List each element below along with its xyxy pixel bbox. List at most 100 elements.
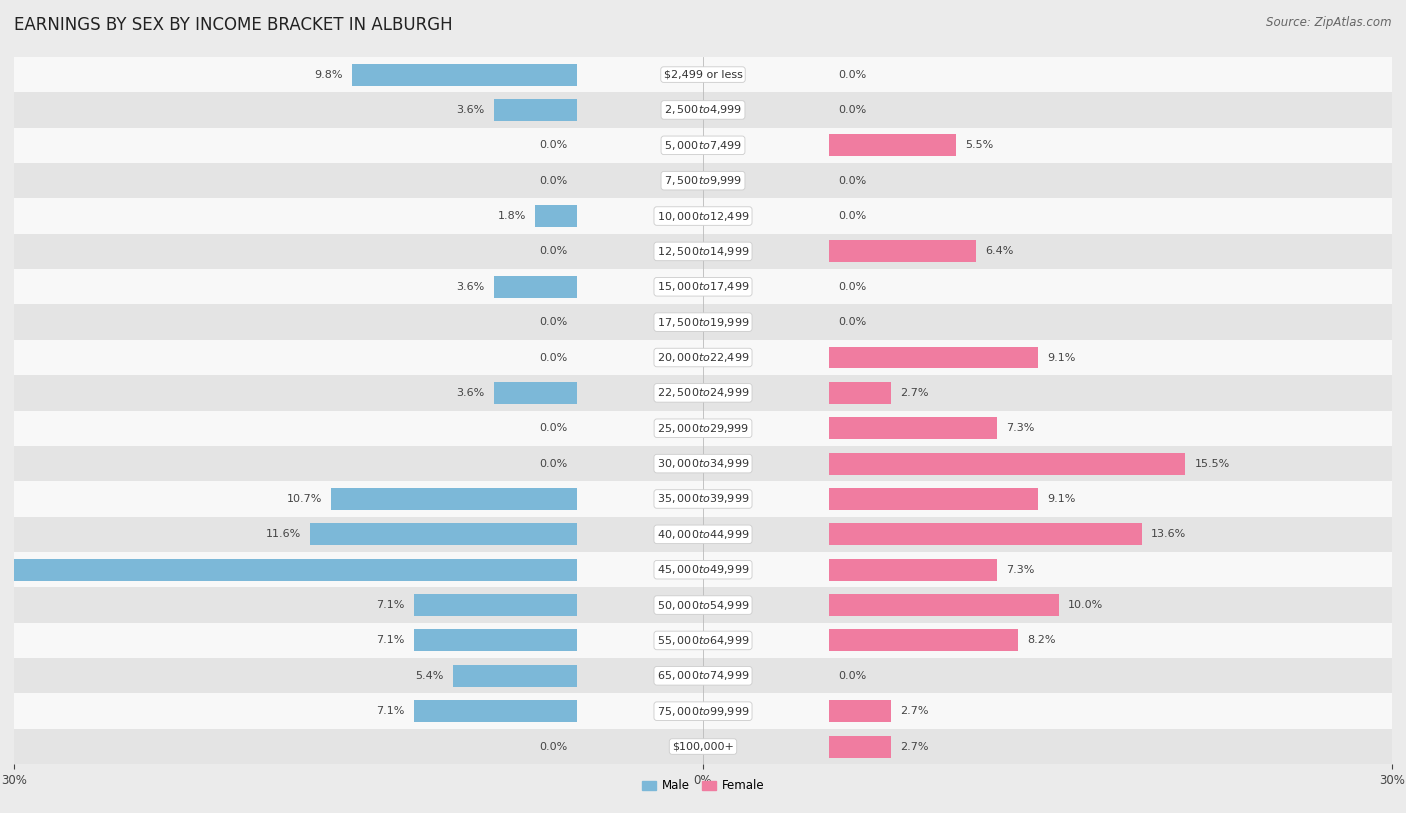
- Text: 8.2%: 8.2%: [1026, 636, 1056, 646]
- Text: $12,500 to $14,999: $12,500 to $14,999: [657, 245, 749, 258]
- Text: $5,000 to $7,499: $5,000 to $7,499: [664, 139, 742, 152]
- Text: $45,000 to $49,999: $45,000 to $49,999: [657, 563, 749, 576]
- Bar: [14, 411, 1392, 446]
- Text: $20,000 to $22,499: $20,000 to $22,499: [657, 351, 749, 364]
- Text: 0.0%: 0.0%: [540, 176, 568, 185]
- Bar: [494, 382, 576, 404]
- Text: 1.8%: 1.8%: [498, 211, 526, 221]
- Text: 6.4%: 6.4%: [986, 246, 1014, 256]
- Bar: [830, 629, 1018, 651]
- Text: 0.0%: 0.0%: [838, 671, 866, 680]
- Text: 0.0%: 0.0%: [838, 105, 866, 115]
- Bar: [536, 205, 576, 227]
- Text: $7,500 to $9,999: $7,500 to $9,999: [664, 174, 742, 187]
- Bar: [494, 99, 576, 121]
- Bar: [453, 665, 576, 687]
- Text: 5.5%: 5.5%: [965, 141, 993, 150]
- Text: $2,499 or less: $2,499 or less: [664, 70, 742, 80]
- Bar: [0, 559, 576, 580]
- Text: $35,000 to $39,999: $35,000 to $39,999: [657, 493, 749, 506]
- Bar: [14, 233, 1392, 269]
- Text: 3.6%: 3.6%: [457, 282, 485, 292]
- Bar: [830, 559, 997, 580]
- Text: 0.0%: 0.0%: [838, 317, 866, 327]
- Text: 13.6%: 13.6%: [1152, 529, 1187, 539]
- Text: 0.0%: 0.0%: [540, 317, 568, 327]
- Bar: [14, 446, 1392, 481]
- Text: $10,000 to $12,499: $10,000 to $12,499: [657, 210, 749, 223]
- Bar: [14, 269, 1392, 304]
- Text: 7.3%: 7.3%: [1007, 424, 1035, 433]
- Bar: [14, 729, 1392, 764]
- Text: 3.6%: 3.6%: [457, 388, 485, 398]
- Text: 9.1%: 9.1%: [1047, 494, 1076, 504]
- Bar: [14, 198, 1392, 233]
- Text: 7.1%: 7.1%: [375, 600, 405, 610]
- Text: 0.0%: 0.0%: [838, 70, 866, 80]
- Text: 9.8%: 9.8%: [314, 70, 343, 80]
- Text: $65,000 to $74,999: $65,000 to $74,999: [657, 669, 749, 682]
- Text: 0.0%: 0.0%: [838, 176, 866, 185]
- Text: $40,000 to $44,999: $40,000 to $44,999: [657, 528, 749, 541]
- Legend: Male, Female: Male, Female: [637, 775, 769, 798]
- Text: 10.7%: 10.7%: [287, 494, 322, 504]
- Bar: [830, 453, 1185, 475]
- Bar: [14, 659, 1392, 693]
- Bar: [14, 340, 1392, 375]
- Text: 0.0%: 0.0%: [540, 424, 568, 433]
- Text: $75,000 to $99,999: $75,000 to $99,999: [657, 705, 749, 718]
- Bar: [14, 587, 1392, 623]
- Bar: [14, 128, 1392, 163]
- Bar: [14, 481, 1392, 517]
- Text: Source: ZipAtlas.com: Source: ZipAtlas.com: [1267, 16, 1392, 29]
- Bar: [352, 63, 576, 85]
- Text: $22,500 to $24,999: $22,500 to $24,999: [657, 386, 749, 399]
- Text: $17,500 to $19,999: $17,500 to $19,999: [657, 315, 749, 328]
- Bar: [14, 163, 1392, 198]
- Bar: [830, 700, 891, 722]
- Bar: [830, 134, 956, 156]
- Text: $15,000 to $17,499: $15,000 to $17,499: [657, 280, 749, 293]
- Bar: [830, 594, 1059, 616]
- Bar: [14, 375, 1392, 411]
- Text: 0.0%: 0.0%: [838, 211, 866, 221]
- Bar: [830, 241, 976, 263]
- Bar: [413, 594, 576, 616]
- Bar: [830, 524, 1142, 546]
- Bar: [14, 517, 1392, 552]
- Bar: [830, 417, 997, 439]
- Text: 9.1%: 9.1%: [1047, 353, 1076, 363]
- Text: 0.0%: 0.0%: [838, 282, 866, 292]
- Text: 0.0%: 0.0%: [540, 141, 568, 150]
- Text: 0.0%: 0.0%: [540, 459, 568, 468]
- Text: 7.1%: 7.1%: [375, 706, 405, 716]
- Bar: [14, 92, 1392, 128]
- Text: $2,500 to $4,999: $2,500 to $4,999: [664, 103, 742, 116]
- Bar: [330, 488, 576, 510]
- Bar: [413, 629, 576, 651]
- Text: 2.7%: 2.7%: [900, 741, 929, 751]
- Bar: [830, 346, 1038, 368]
- Bar: [14, 552, 1392, 587]
- Bar: [494, 276, 576, 298]
- Bar: [14, 57, 1392, 92]
- Bar: [413, 700, 576, 722]
- Text: $55,000 to $64,999: $55,000 to $64,999: [657, 634, 749, 647]
- Bar: [14, 623, 1392, 658]
- Text: 2.7%: 2.7%: [900, 706, 929, 716]
- Text: 0.0%: 0.0%: [540, 246, 568, 256]
- Bar: [830, 488, 1038, 510]
- Bar: [830, 736, 891, 758]
- Text: $100,000+: $100,000+: [672, 741, 734, 751]
- Text: 15.5%: 15.5%: [1195, 459, 1230, 468]
- Bar: [830, 382, 891, 404]
- Text: 0.0%: 0.0%: [540, 353, 568, 363]
- Text: 2.7%: 2.7%: [900, 388, 929, 398]
- Text: 3.6%: 3.6%: [457, 105, 485, 115]
- Text: 0.0%: 0.0%: [540, 741, 568, 751]
- Text: 10.0%: 10.0%: [1069, 600, 1104, 610]
- Text: $30,000 to $34,999: $30,000 to $34,999: [657, 457, 749, 470]
- Bar: [14, 693, 1392, 729]
- Text: 7.1%: 7.1%: [375, 636, 405, 646]
- Text: $25,000 to $29,999: $25,000 to $29,999: [657, 422, 749, 435]
